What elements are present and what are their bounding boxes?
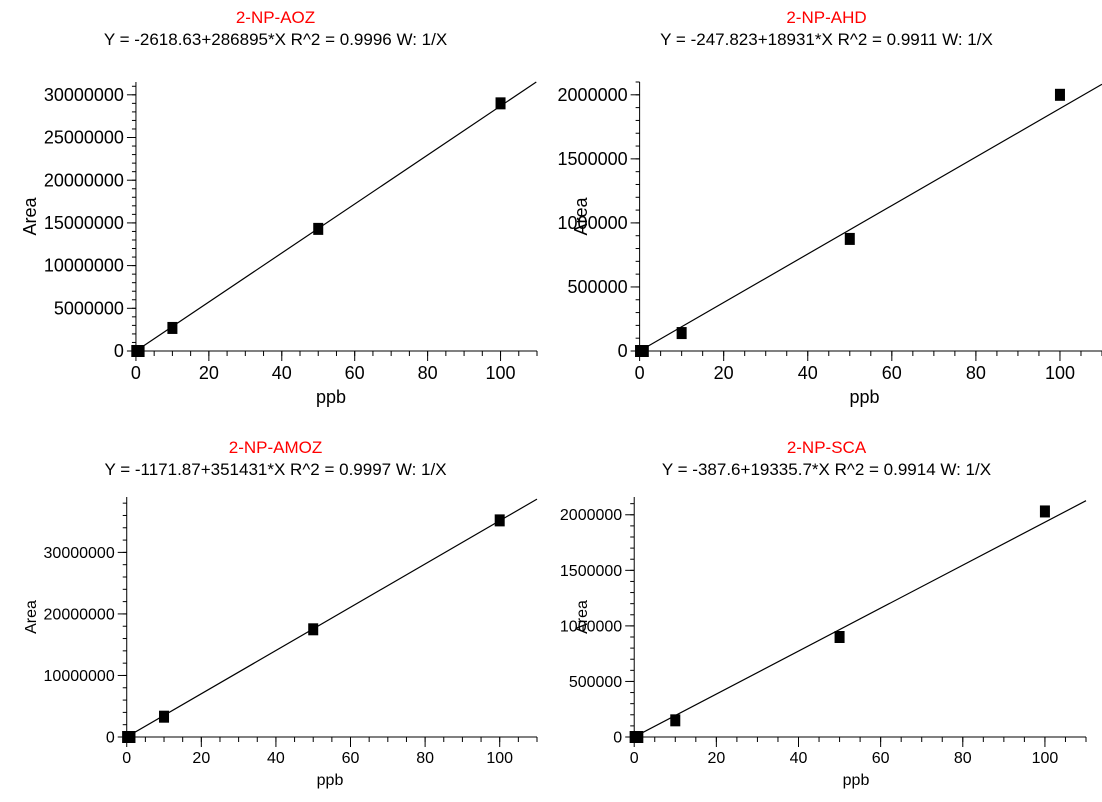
x-tick-label: 0 — [122, 750, 131, 767]
y-tick-label: 1000000 — [558, 213, 628, 233]
x-tick-label: 100 — [486, 363, 516, 383]
chart-panel-aoz: 2-NP-AOZ Y = -2618.63+286895*X R^2 = 0.9… — [0, 0, 551, 407]
chart-plot-ahd: 0 500000 1000000 1500000 2000000 0 20 40 60 80 100… — [558, 81, 1102, 407]
y-tick-label: 0 — [613, 729, 622, 746]
y-tick-label: 2000000 — [558, 85, 628, 105]
data-point — [159, 710, 170, 723]
chart-title: 2-NP-AHD — [786, 8, 867, 27]
x-tick-label: 60 — [345, 363, 365, 383]
y-tick-label: 25000000 — [44, 128, 124, 148]
y-tick-label: 1500000 — [558, 149, 628, 169]
x-tick-label: 60 — [882, 363, 902, 383]
x-tick-label: 60 — [342, 750, 360, 767]
chart-subtitle: Y = -247.823+18931*X R^2 = 0.9911 W: 1/X — [660, 30, 993, 49]
data-point — [834, 631, 845, 643]
x-tick-label: 0 — [131, 363, 141, 383]
x-tick-label: 60 — [872, 750, 890, 767]
x-tick-label: 20 — [192, 750, 210, 767]
x-tick-label: 20 — [714, 363, 734, 383]
x-tick-label: 20 — [707, 750, 725, 767]
fit-line — [126, 498, 538, 738]
chart-plot-amoz: 0 10000000 20000000 30000000 0 20 40 60 80 100 ppb… — [23, 497, 538, 789]
fit-line — [633, 500, 1087, 738]
x-tick-label: 80 — [954, 750, 972, 767]
y-tick-label: 20000000 — [44, 606, 115, 623]
data-point — [844, 232, 855, 245]
y-tick-label: 1500000 — [560, 563, 622, 580]
data-point — [134, 345, 145, 357]
y-tick-label: 0 — [106, 729, 115, 746]
data-point — [1054, 88, 1065, 101]
data-point — [125, 731, 136, 743]
chart-subtitle: Y = -1171.87+351431*X R^2 = 0.9997 W: 1/… — [104, 460, 447, 479]
chart-panel-ahd: 2-NP-AHD Y = -247.823+18931*X R^2 = 0.99… — [551, 0, 1102, 407]
y-tick-label: 20000000 — [44, 170, 124, 190]
x-tick-label: 20 — [199, 363, 219, 383]
chart-title: 2-NP-AMOZ — [228, 438, 323, 457]
x-tick-label: 40 — [798, 363, 818, 383]
y-tick-label: 10000000 — [44, 256, 124, 276]
y-axis-label: Area — [20, 197, 40, 236]
y-tick-label: 10000000 — [44, 668, 115, 685]
y-tick-label: 30000000 — [44, 85, 124, 105]
fit-line — [639, 83, 1102, 352]
x-axis-label: ppb — [849, 387, 879, 407]
y-tick-label: 30000000 — [44, 545, 115, 562]
y-axis-label: Area — [571, 197, 591, 236]
chart-subtitle: Y = -387.6+19335.7*X R^2 = 0.9914 W: 1/X — [661, 460, 992, 479]
x-axis-label: ppb — [843, 772, 870, 789]
x-tick-label: 80 — [418, 363, 438, 383]
y-axis-label: Area — [574, 600, 591, 634]
data-point — [495, 97, 506, 110]
x-tick-label: 100 — [1045, 363, 1075, 383]
x-tick-label: 40 — [267, 750, 285, 767]
y-tick-label: 2000000 — [560, 507, 622, 524]
x-axis-label: ppb — [317, 772, 344, 789]
y-tick-label: 500000 — [569, 674, 622, 691]
data-point — [1039, 505, 1050, 518]
y-axis-label: Area — [23, 600, 40, 634]
x-tick-label: 0 — [630, 750, 639, 767]
data-point — [633, 731, 644, 743]
chart-panel-sca: 2-NP-SCA Y = -387.6+19335.7*X R^2 = 0.99… — [551, 400, 1102, 802]
x-tick-label: 40 — [272, 363, 292, 383]
y-tick-label: 0 — [618, 341, 628, 361]
data-point — [308, 623, 319, 636]
x-axis-label: ppb — [316, 387, 346, 407]
fit-line — [135, 81, 537, 352]
x-tick-label: 0 — [635, 363, 645, 383]
y-tick-label: 5000000 — [54, 298, 124, 318]
x-tick-label: 40 — [790, 750, 808, 767]
data-point — [167, 321, 178, 334]
data-point — [638, 345, 649, 357]
chart-panel-amoz: 2-NP-AMOZ Y = -1171.87+351431*X R^2 = 0.… — [0, 400, 551, 802]
chart-subtitle: Y = -2618.63+286895*X R^2 = 0.9996 W: 1/… — [103, 30, 448, 49]
x-tick-label: 80 — [416, 750, 434, 767]
y-tick-label: 0 — [114, 341, 124, 361]
y-tick-label: 500000 — [568, 277, 628, 297]
y-tick-label: 15000000 — [44, 213, 124, 233]
chart-plot-sca: 0 500000 1000000 1500000 2000000 0 20 40 60 80 100… — [560, 497, 1087, 789]
x-tick-label: 100 — [1032, 750, 1059, 767]
chart-title: 2-NP-AOZ — [235, 8, 316, 27]
data-point — [494, 514, 505, 527]
data-point — [676, 327, 687, 340]
data-point — [670, 714, 681, 727]
x-tick-label: 80 — [966, 363, 986, 383]
chart-plot-aoz: 0 5000000 10000000 15000000 20000000 25000000… — [20, 81, 538, 407]
chart-title: 2-NP-SCA — [786, 438, 867, 457]
data-point — [313, 222, 324, 235]
y-tick-label: 1000000 — [560, 618, 622, 635]
x-tick-label: 100 — [486, 750, 513, 767]
